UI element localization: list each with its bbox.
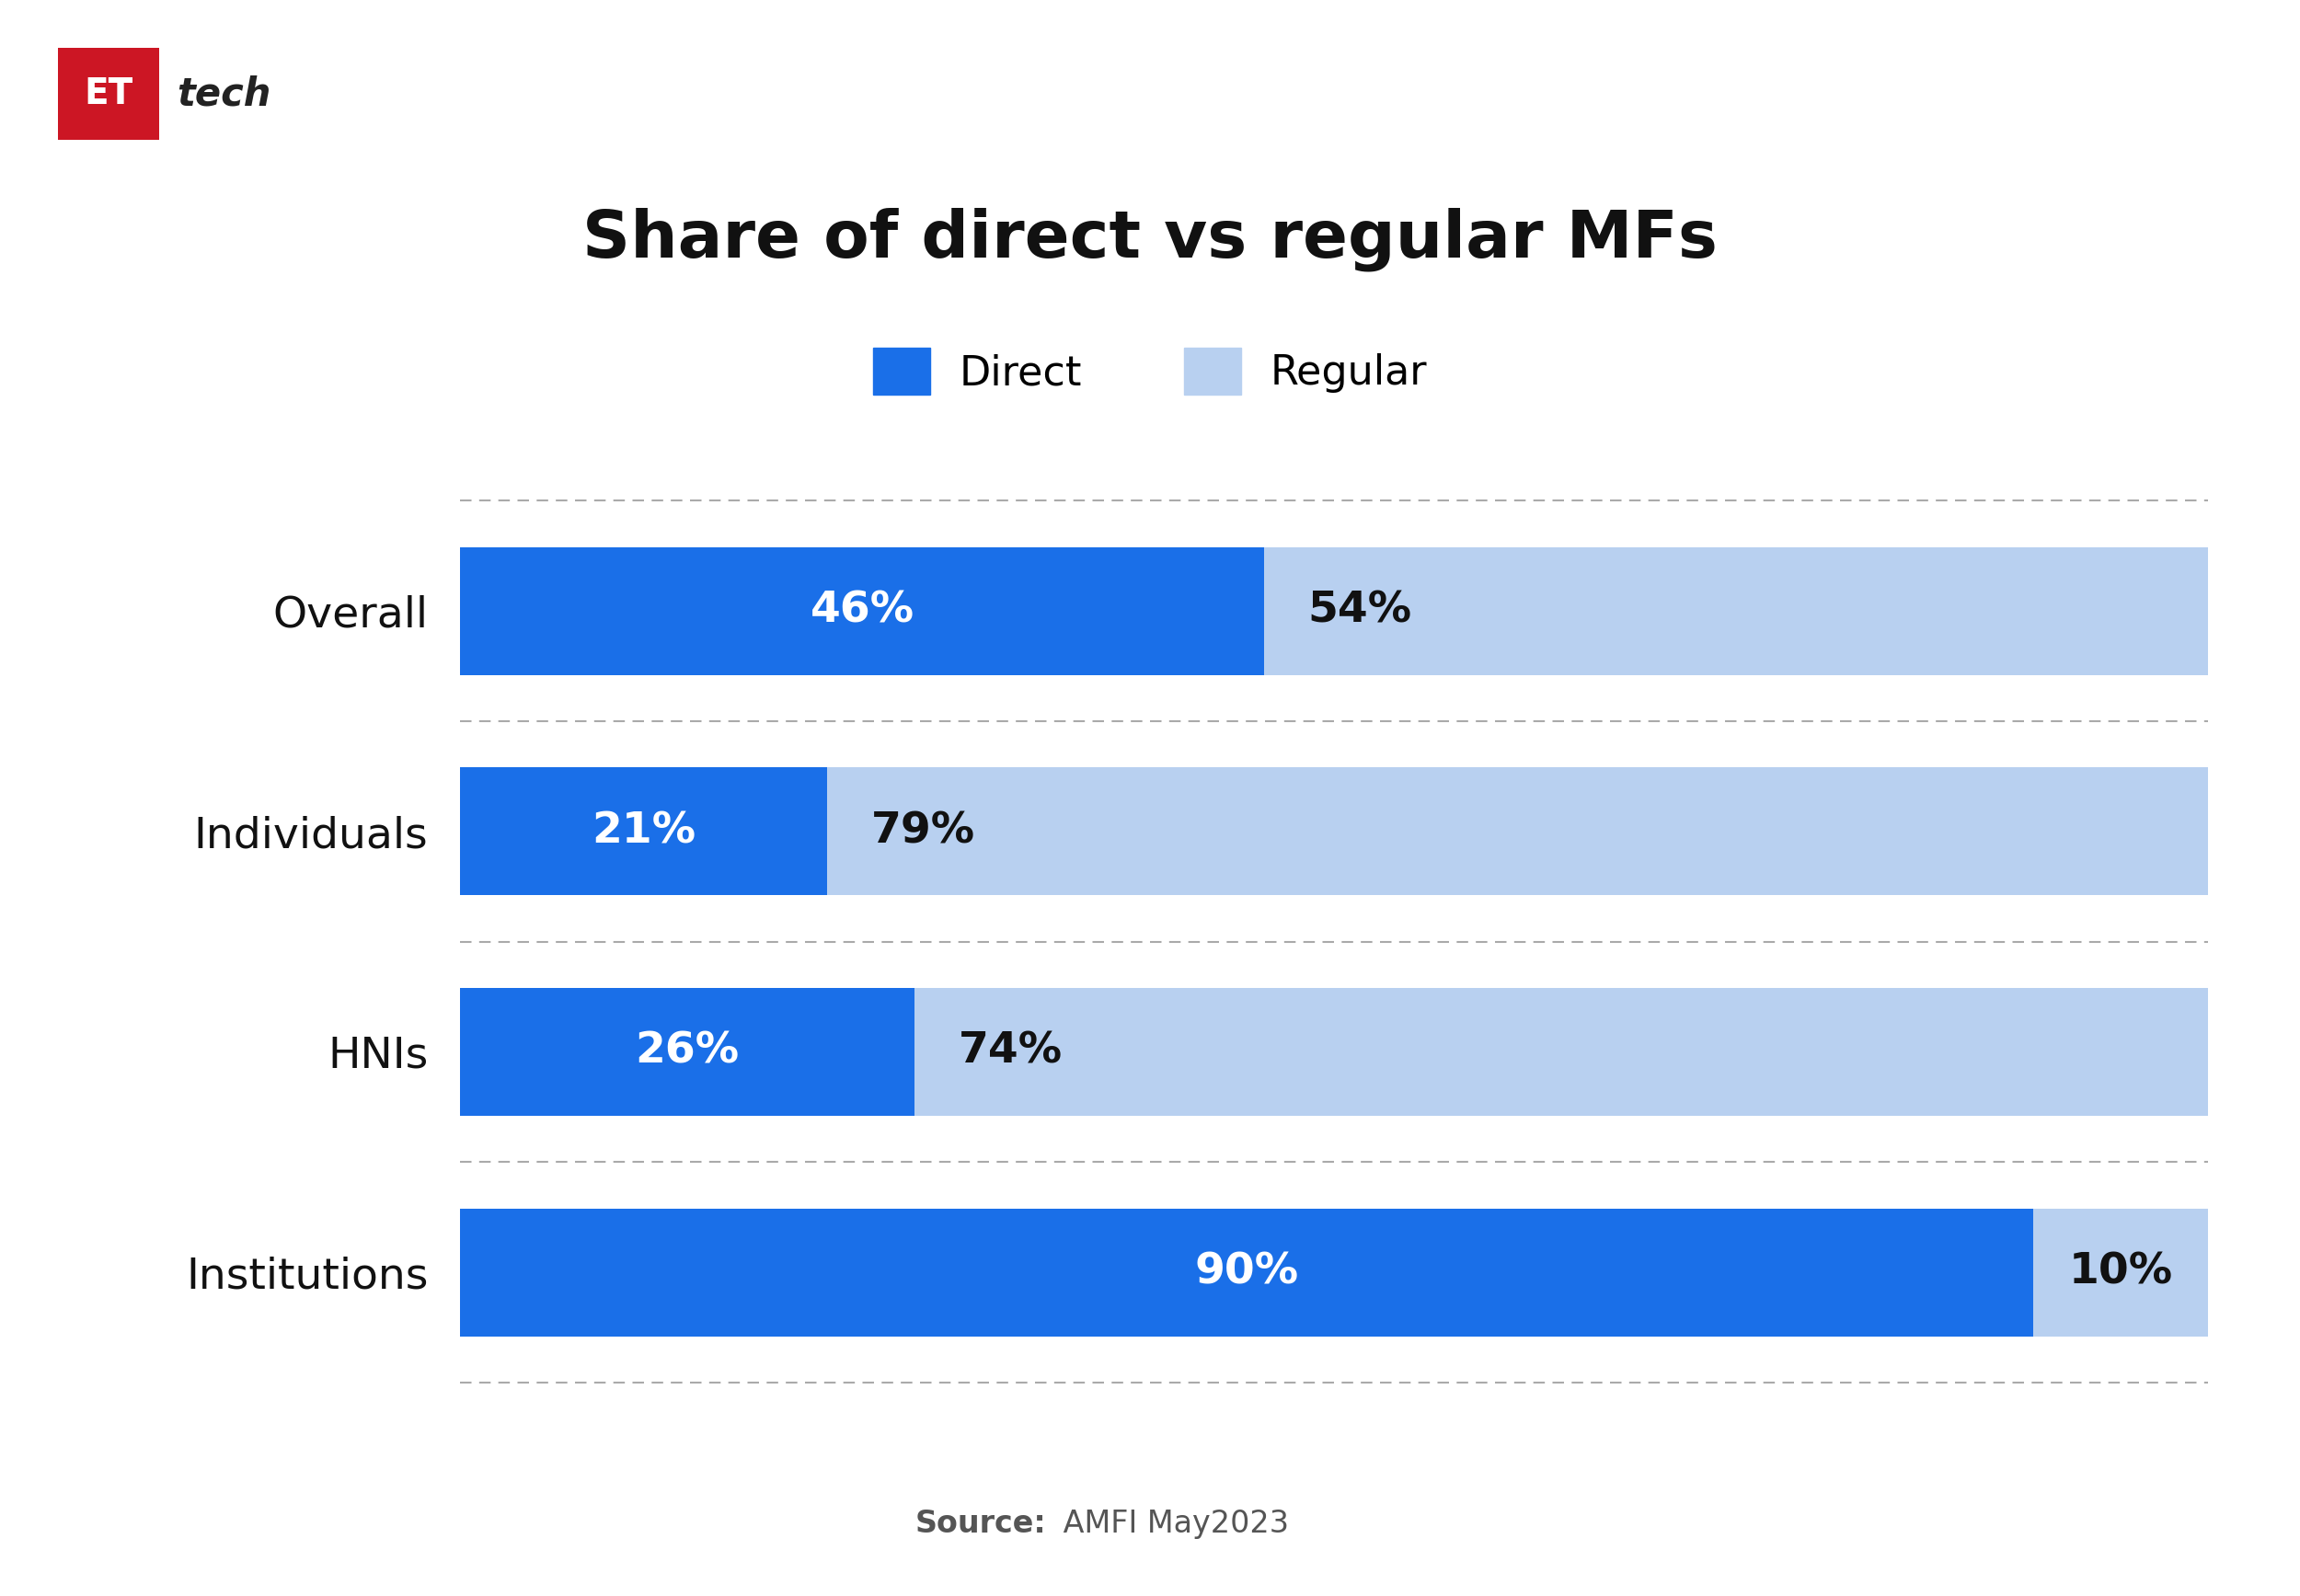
Text: 46%: 46% xyxy=(810,591,913,632)
Bar xyxy=(460,768,828,895)
Text: 10%: 10% xyxy=(2068,1251,2174,1293)
Bar xyxy=(460,1208,2033,1336)
Text: 21%: 21% xyxy=(591,811,695,852)
Bar xyxy=(828,768,2208,895)
Text: tech: tech xyxy=(177,75,271,113)
Legend: Direct, Regular: Direct, Regular xyxy=(874,348,1426,394)
Text: AMFI May2023: AMFI May2023 xyxy=(1053,1508,1288,1540)
Bar xyxy=(460,547,1265,675)
Text: 74%: 74% xyxy=(959,1031,1063,1073)
Text: Source:: Source: xyxy=(915,1508,1046,1540)
Text: Share of direct vs regular MFs: Share of direct vs regular MFs xyxy=(582,207,1718,271)
Text: 79%: 79% xyxy=(872,811,975,852)
Text: ET: ET xyxy=(83,77,133,112)
Bar xyxy=(58,48,159,140)
Bar xyxy=(2033,1208,2208,1336)
Bar xyxy=(1265,547,2208,675)
Bar xyxy=(915,988,2208,1116)
Text: 54%: 54% xyxy=(1309,591,1412,632)
Text: 26%: 26% xyxy=(635,1031,738,1073)
Bar xyxy=(460,988,915,1116)
Text: 90%: 90% xyxy=(1194,1251,1299,1293)
